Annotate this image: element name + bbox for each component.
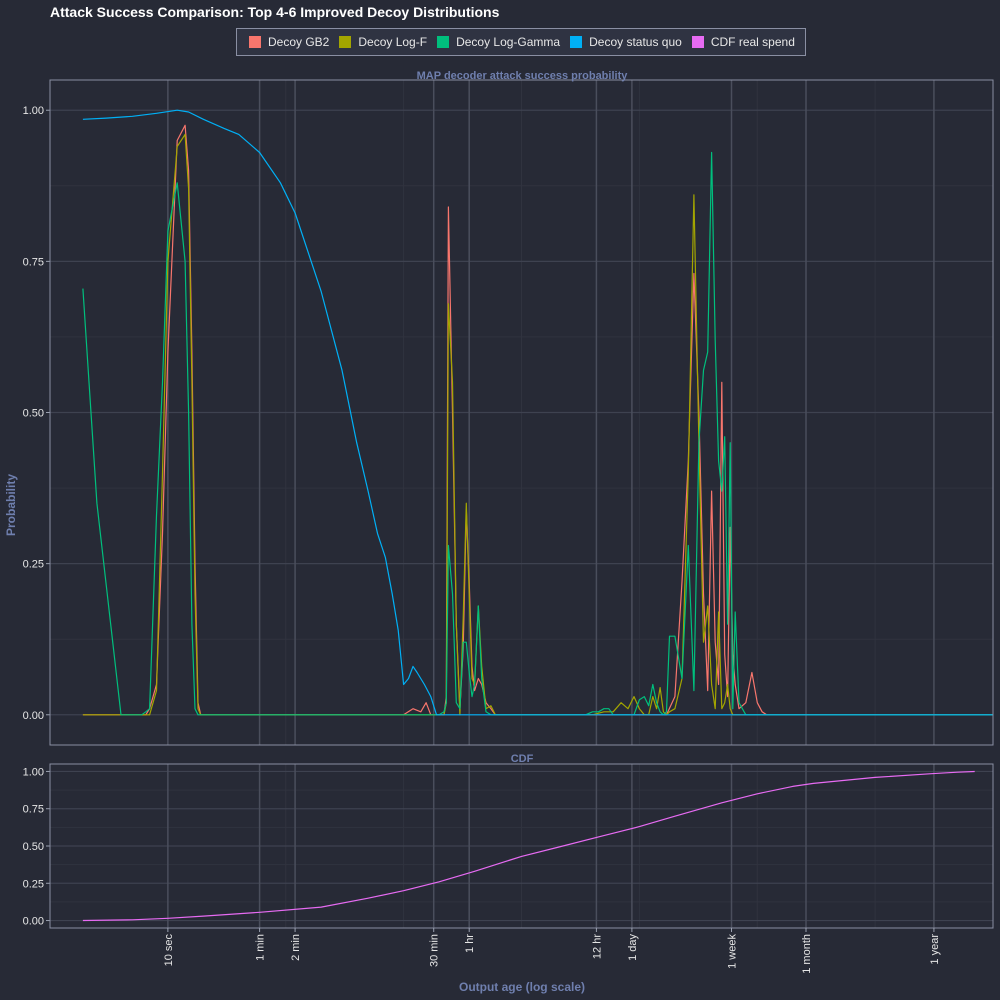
- cdf-y-tick-label: 0.75: [23, 804, 44, 816]
- main-y-tick-label: 1.00: [23, 105, 44, 117]
- x-tick-label: 1 week: [727, 934, 739, 969]
- x-tick-label: 1 year: [929, 934, 941, 965]
- cdf-panel-border: [49, 763, 994, 929]
- x-tick-label: 1 min: [255, 934, 267, 961]
- legend-key-decoy-status-quo: [570, 36, 583, 48]
- series-line-cdf-real-spend: [82, 770, 975, 922]
- legend-item-decoy-status-quo: Decoy status quo: [570, 35, 682, 49]
- main-y-tick-label: 0.25: [23, 559, 44, 571]
- x-tick-label: 1 hr: [464, 934, 476, 953]
- main-panel-strip: MAP decoder attack success probability: [417, 70, 629, 82]
- legend-key-decoy-gb2: [249, 36, 261, 48]
- legend: Decoy GB2 Decoy Log-F Decoy Log-Gamma De…: [236, 28, 806, 56]
- legend-key-decoy-log-gamma: [437, 36, 450, 48]
- chart-title: Attack Success Comparison: Top 4-6 Impro…: [50, 4, 500, 20]
- cdf-y-tick-label: 0.25: [23, 878, 44, 890]
- main-y-tick-label: 0.00: [23, 710, 44, 722]
- cdf-y-tick-label: 0.00: [23, 916, 44, 928]
- main-y-tick-label: 0.50: [23, 408, 44, 420]
- legend-label-decoy-gb2: Decoy GB2: [268, 35, 330, 49]
- x-tick-label: 10 sec: [163, 934, 175, 967]
- legend-label-cdf-real-spend: CDF real spend: [710, 35, 795, 49]
- legend-item-decoy-log-gamma: Decoy Log-Gamma: [437, 35, 560, 49]
- main-panel-border: [49, 79, 994, 746]
- x-axis-title: Output age (log scale): [459, 980, 585, 994]
- legend-label-decoy-log-f: Decoy Log-F: [358, 35, 428, 49]
- cdf-panel: 0.00 0.25 0.50 0.75 1.00 10 sec 1 min 2 min 30 m…: [23, 763, 994, 974]
- x-tick-label: 2 min: [290, 934, 302, 961]
- x-tick-label: 1 day: [627, 934, 639, 961]
- main-panel: 0.00 0.25 0.50 0.75 1.00: [23, 79, 994, 746]
- x-tick-label: 1 month: [801, 934, 813, 974]
- legend-label-decoy-log-gamma: Decoy Log-Gamma: [456, 35, 561, 49]
- legend-label-decoy-status-quo: Decoy status quo: [589, 35, 682, 49]
- cdf-panel-strip: CDF: [511, 753, 534, 765]
- cdf-y-tick-label: 1.00: [23, 766, 44, 778]
- x-tick-label: 12 hr: [591, 934, 603, 959]
- series-line-decoy-status-quo: [82, 109, 993, 716]
- legend-item-decoy-log-f: Decoy Log-F: [339, 35, 427, 49]
- x-tick-label: 30 min: [429, 934, 441, 967]
- legend-key-cdf-real-spend: [691, 36, 704, 48]
- y-axis-title: Probability: [4, 474, 18, 536]
- cdf-y-tick-label: 0.50: [23, 841, 44, 853]
- legend-item-cdf-real-spend: CDF real spend: [691, 35, 795, 49]
- legend-item-decoy-gb2: Decoy GB2: [249, 35, 329, 49]
- legend-key-decoy-log-f: [339, 36, 352, 48]
- main-y-tick-label: 0.75: [23, 256, 44, 268]
